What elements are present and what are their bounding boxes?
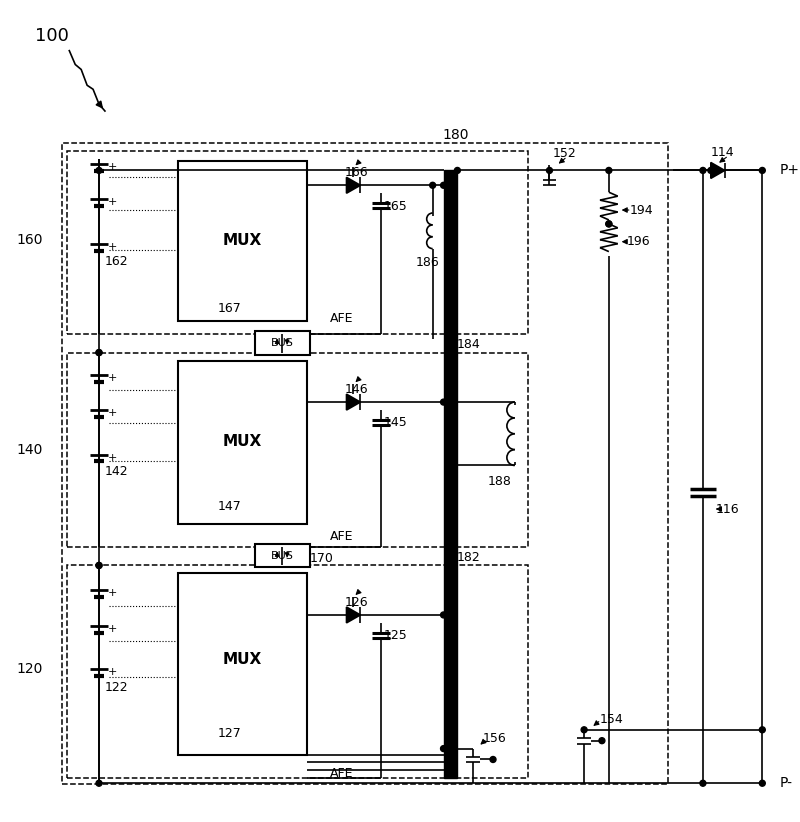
Text: AFE: AFE bbox=[330, 767, 354, 780]
Text: +: + bbox=[108, 589, 118, 598]
Text: 152: 152 bbox=[553, 147, 576, 160]
Text: 165: 165 bbox=[384, 200, 408, 213]
Circle shape bbox=[441, 746, 446, 751]
Bar bbox=[255, 330, 310, 354]
Text: MUX: MUX bbox=[223, 434, 262, 449]
Polygon shape bbox=[346, 395, 360, 410]
Text: +: + bbox=[108, 408, 118, 418]
Circle shape bbox=[606, 168, 612, 173]
Circle shape bbox=[759, 168, 766, 173]
Text: 162: 162 bbox=[105, 255, 129, 268]
Text: 125: 125 bbox=[384, 629, 408, 642]
Bar bbox=[67, 353, 528, 547]
Bar bbox=[178, 574, 307, 755]
Bar bbox=[67, 150, 528, 334]
Text: +: + bbox=[108, 242, 118, 252]
Text: 156: 156 bbox=[483, 732, 507, 746]
Circle shape bbox=[96, 562, 102, 568]
Text: 166: 166 bbox=[345, 166, 368, 179]
Text: 140: 140 bbox=[17, 442, 43, 456]
Polygon shape bbox=[711, 163, 725, 178]
Text: 154: 154 bbox=[600, 713, 624, 727]
Circle shape bbox=[581, 727, 587, 732]
Text: AFE: AFE bbox=[330, 530, 354, 543]
Circle shape bbox=[700, 780, 706, 786]
Text: 146: 146 bbox=[345, 383, 368, 395]
Text: AFE: AFE bbox=[330, 312, 354, 326]
Text: 126: 126 bbox=[345, 596, 368, 608]
Circle shape bbox=[759, 780, 766, 786]
Circle shape bbox=[441, 399, 446, 405]
Text: +: + bbox=[108, 373, 118, 383]
Polygon shape bbox=[443, 170, 458, 778]
Text: P-: P- bbox=[779, 776, 792, 790]
Text: 145: 145 bbox=[384, 417, 408, 429]
Text: 116: 116 bbox=[716, 502, 739, 515]
Circle shape bbox=[546, 168, 553, 173]
Text: MUX: MUX bbox=[223, 233, 262, 248]
Circle shape bbox=[700, 168, 706, 173]
Text: 194: 194 bbox=[630, 204, 654, 216]
Text: 160: 160 bbox=[17, 233, 43, 247]
Bar bbox=[67, 566, 528, 778]
Circle shape bbox=[96, 349, 102, 356]
Circle shape bbox=[441, 182, 446, 188]
Text: 114: 114 bbox=[711, 146, 734, 159]
Bar bbox=[178, 160, 307, 321]
Polygon shape bbox=[346, 178, 360, 193]
Text: +: + bbox=[108, 197, 118, 207]
Text: 186: 186 bbox=[416, 256, 439, 269]
Circle shape bbox=[96, 349, 102, 356]
Text: 188: 188 bbox=[488, 475, 512, 487]
Circle shape bbox=[96, 780, 102, 786]
Text: 196: 196 bbox=[626, 235, 650, 248]
Text: BUS: BUS bbox=[270, 338, 294, 348]
Circle shape bbox=[96, 562, 102, 568]
Bar bbox=[62, 143, 668, 784]
Text: 142: 142 bbox=[105, 465, 129, 478]
Circle shape bbox=[599, 737, 605, 744]
Text: 122: 122 bbox=[105, 681, 129, 694]
Bar bbox=[255, 543, 310, 567]
Circle shape bbox=[441, 612, 446, 618]
Text: P+: P+ bbox=[779, 164, 799, 178]
Circle shape bbox=[708, 168, 714, 173]
Text: 100: 100 bbox=[34, 27, 69, 44]
Text: BUS: BUS bbox=[270, 551, 294, 561]
Circle shape bbox=[454, 168, 460, 173]
Bar bbox=[178, 361, 307, 524]
Circle shape bbox=[430, 182, 436, 188]
Text: +: + bbox=[108, 624, 118, 634]
Text: 170: 170 bbox=[310, 552, 334, 565]
Circle shape bbox=[490, 756, 496, 763]
Text: +: + bbox=[108, 667, 118, 677]
Polygon shape bbox=[346, 607, 360, 623]
Text: 147: 147 bbox=[218, 500, 242, 513]
Circle shape bbox=[96, 168, 102, 173]
Text: 167: 167 bbox=[218, 302, 242, 315]
Text: 182: 182 bbox=[457, 551, 480, 564]
Circle shape bbox=[759, 727, 766, 732]
Text: 180: 180 bbox=[442, 127, 469, 141]
Text: MUX: MUX bbox=[223, 652, 262, 667]
Text: +: + bbox=[108, 163, 118, 173]
Circle shape bbox=[606, 221, 612, 227]
Text: +: + bbox=[108, 453, 118, 463]
Circle shape bbox=[606, 221, 612, 227]
Text: 184: 184 bbox=[457, 338, 480, 351]
Text: 120: 120 bbox=[17, 663, 43, 677]
Text: 127: 127 bbox=[218, 727, 242, 741]
